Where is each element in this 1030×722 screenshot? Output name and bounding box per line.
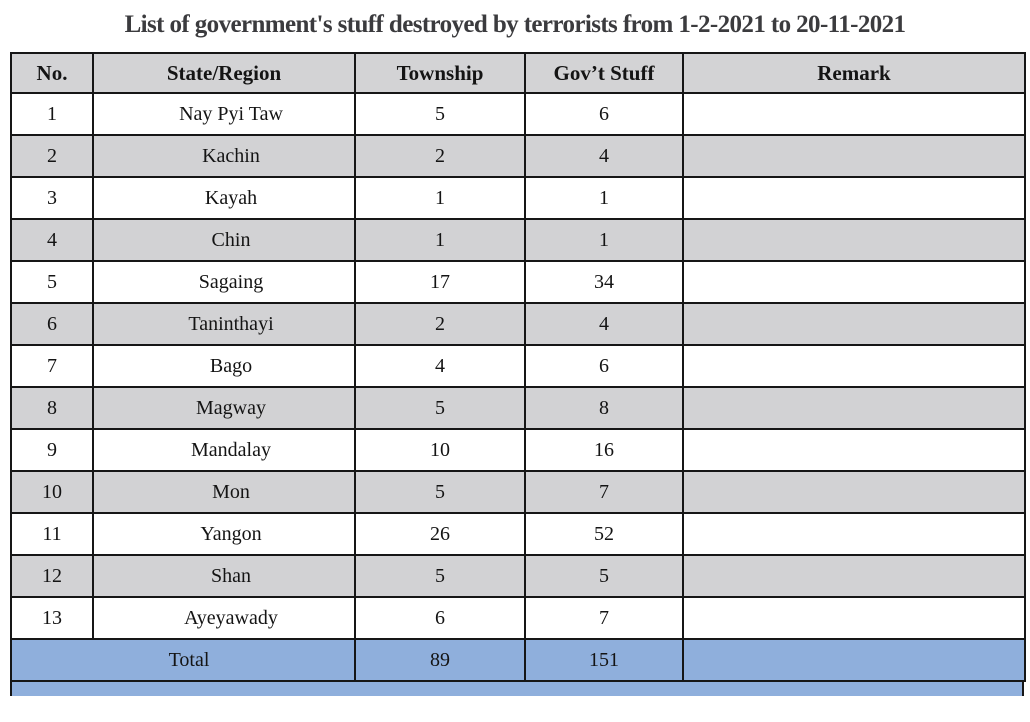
table-row: 6 Taninthayi 2 4 xyxy=(10,302,1026,346)
total-township: 89 xyxy=(354,638,526,682)
table-row: 4 Chin 1 1 xyxy=(10,218,1026,262)
cell-state: Magway xyxy=(92,386,356,430)
cell-township: 26 xyxy=(354,512,526,556)
cell-remark xyxy=(682,260,1026,304)
cell-remark xyxy=(682,302,1026,346)
cell-township: 1 xyxy=(354,176,526,220)
total-row: Total 89 151 xyxy=(10,638,1026,682)
cell-township: 1 xyxy=(354,218,526,262)
cell-no: 1 xyxy=(10,92,94,136)
cell-township: 17 xyxy=(354,260,526,304)
table-row: 13 Ayeyawady 6 7 xyxy=(10,596,1026,640)
table-row: 9 Mandalay 10 16 xyxy=(10,428,1026,472)
column-header-stuff: Gov’t Stuff xyxy=(524,52,684,94)
total-label-cell: Total xyxy=(10,638,356,682)
cell-no: 2 xyxy=(10,134,94,178)
cell-stuff: 5 xyxy=(524,554,684,598)
cell-remark xyxy=(682,218,1026,262)
column-header-state: State/Region xyxy=(92,52,356,94)
next-row-partial-strip xyxy=(10,682,1024,696)
cell-remark xyxy=(682,512,1026,556)
cell-remark xyxy=(682,92,1026,136)
cell-township: 5 xyxy=(354,470,526,514)
cell-stuff: 4 xyxy=(524,302,684,346)
cell-stuff: 8 xyxy=(524,386,684,430)
table-row: 5 Sagaing 17 34 xyxy=(10,260,1026,304)
cell-stuff: 52 xyxy=(524,512,684,556)
cell-no: 7 xyxy=(10,344,94,388)
cell-no: 3 xyxy=(10,176,94,220)
cell-stuff: 4 xyxy=(524,134,684,178)
cell-stuff: 7 xyxy=(524,470,684,514)
table-row: 11 Yangon 26 52 xyxy=(10,512,1026,556)
cell-remark xyxy=(682,344,1026,388)
cell-state: Ayeyawady xyxy=(92,596,356,640)
table-row: 3 Kayah 1 1 xyxy=(10,176,1026,220)
cell-township: 2 xyxy=(354,302,526,346)
cell-state: Kayah xyxy=(92,176,356,220)
page-title: List of government's stuff destroyed by … xyxy=(124,11,906,38)
cell-township: 4 xyxy=(354,344,526,388)
cell-no: 5 xyxy=(10,260,94,304)
cell-state: Sagaing xyxy=(92,260,356,304)
cell-township: 5 xyxy=(354,554,526,598)
cell-state: Shan xyxy=(92,554,356,598)
cell-state: Yangon xyxy=(92,512,356,556)
cell-township: 5 xyxy=(354,92,526,136)
cell-state: Mon xyxy=(92,470,356,514)
cell-no: 12 xyxy=(10,554,94,598)
cell-no: 6 xyxy=(10,302,94,346)
header-row: No. State/Region Township Gov’t Stuff Re… xyxy=(10,52,1026,94)
cell-stuff: 6 xyxy=(524,344,684,388)
total-remark xyxy=(682,638,1026,682)
cell-state: Mandalay xyxy=(92,428,356,472)
cell-stuff: 1 xyxy=(524,176,684,220)
cell-remark xyxy=(682,554,1026,598)
cell-no: 4 xyxy=(10,218,94,262)
cell-no: 8 xyxy=(10,386,94,430)
cell-state: Kachin xyxy=(92,134,356,178)
table-row: 10 Mon 5 7 xyxy=(10,470,1026,514)
cell-state: Taninthayi xyxy=(92,302,356,346)
cell-state: Chin xyxy=(92,218,356,262)
table-row: 12 Shan 5 5 xyxy=(10,554,1026,598)
cell-remark xyxy=(682,134,1026,178)
cell-remark xyxy=(682,176,1026,220)
cell-stuff: 1 xyxy=(524,218,684,262)
cell-stuff: 6 xyxy=(524,92,684,136)
total-stuff: 151 xyxy=(524,638,684,682)
cell-township: 6 xyxy=(354,596,526,640)
cell-stuff: 34 xyxy=(524,260,684,304)
cell-remark xyxy=(682,428,1026,472)
cell-no: 10 xyxy=(10,470,94,514)
cell-state: Bago xyxy=(92,344,356,388)
table-row: 7 Bago 4 6 xyxy=(10,344,1026,388)
cell-stuff: 7 xyxy=(524,596,684,640)
column-header-no: No. xyxy=(10,52,94,94)
cell-township: 5 xyxy=(354,386,526,430)
cell-no: 11 xyxy=(10,512,94,556)
table-row: 2 Kachin 2 4 xyxy=(10,134,1026,178)
cell-township: 10 xyxy=(354,428,526,472)
cell-remark xyxy=(682,596,1026,640)
column-header-township: Township xyxy=(354,52,526,94)
table-row: 1 Nay Pyi Taw 5 6 xyxy=(10,92,1026,136)
cell-no: 9 xyxy=(10,428,94,472)
table-row: 8 Magway 5 8 xyxy=(10,386,1026,430)
cell-remark xyxy=(682,470,1026,514)
cell-state: Nay Pyi Taw xyxy=(92,92,356,136)
cell-stuff: 16 xyxy=(524,428,684,472)
data-table: No. State/Region Township Gov’t Stuff Re… xyxy=(10,52,1026,682)
cell-remark xyxy=(682,386,1026,430)
cell-no: 13 xyxy=(10,596,94,640)
column-header-remark: Remark xyxy=(682,52,1026,94)
cell-township: 2 xyxy=(354,134,526,178)
